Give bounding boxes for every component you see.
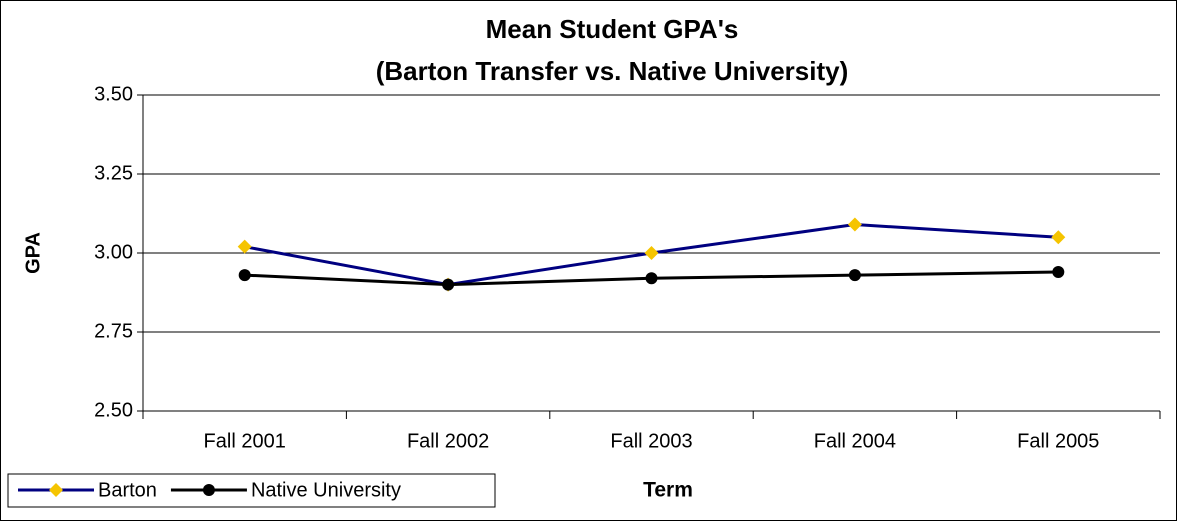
point: [848, 269, 861, 282]
point: [237, 239, 252, 254]
legend-label: Native University: [251, 479, 401, 501]
legend-marker: [49, 483, 63, 497]
y-tick-label: 3.00: [94, 241, 133, 263]
legend-label: Barton: [98, 479, 157, 501]
point: [1052, 265, 1065, 278]
point: [1051, 230, 1066, 245]
y-tick-label: 2.75: [94, 320, 133, 342]
y-tick-label: 3.50: [94, 83, 133, 105]
x-tick-label: Fall 2003: [610, 430, 692, 452]
x-tick-label: Fall 2001: [204, 430, 286, 452]
point: [645, 272, 658, 285]
point: [847, 217, 862, 232]
point: [238, 269, 251, 282]
y-tick-label: 3.25: [94, 162, 133, 184]
x-tick-label: Fall 2004: [814, 430, 896, 452]
chart-subtitle: (Barton Transfer vs. Native University): [376, 56, 849, 86]
y-tick-label: 2.50: [94, 399, 133, 421]
y-axis-title: GPA: [22, 232, 44, 274]
legend-marker: [202, 484, 215, 496]
chart-title: Mean Student GPA's: [486, 14, 739, 44]
point: [442, 278, 455, 291]
x-tick-label: Fall 2002: [407, 430, 489, 452]
point: [644, 246, 659, 260]
x-axis-title: Term: [643, 479, 693, 502]
x-tick-label: Fall 2005: [1017, 430, 1099, 452]
